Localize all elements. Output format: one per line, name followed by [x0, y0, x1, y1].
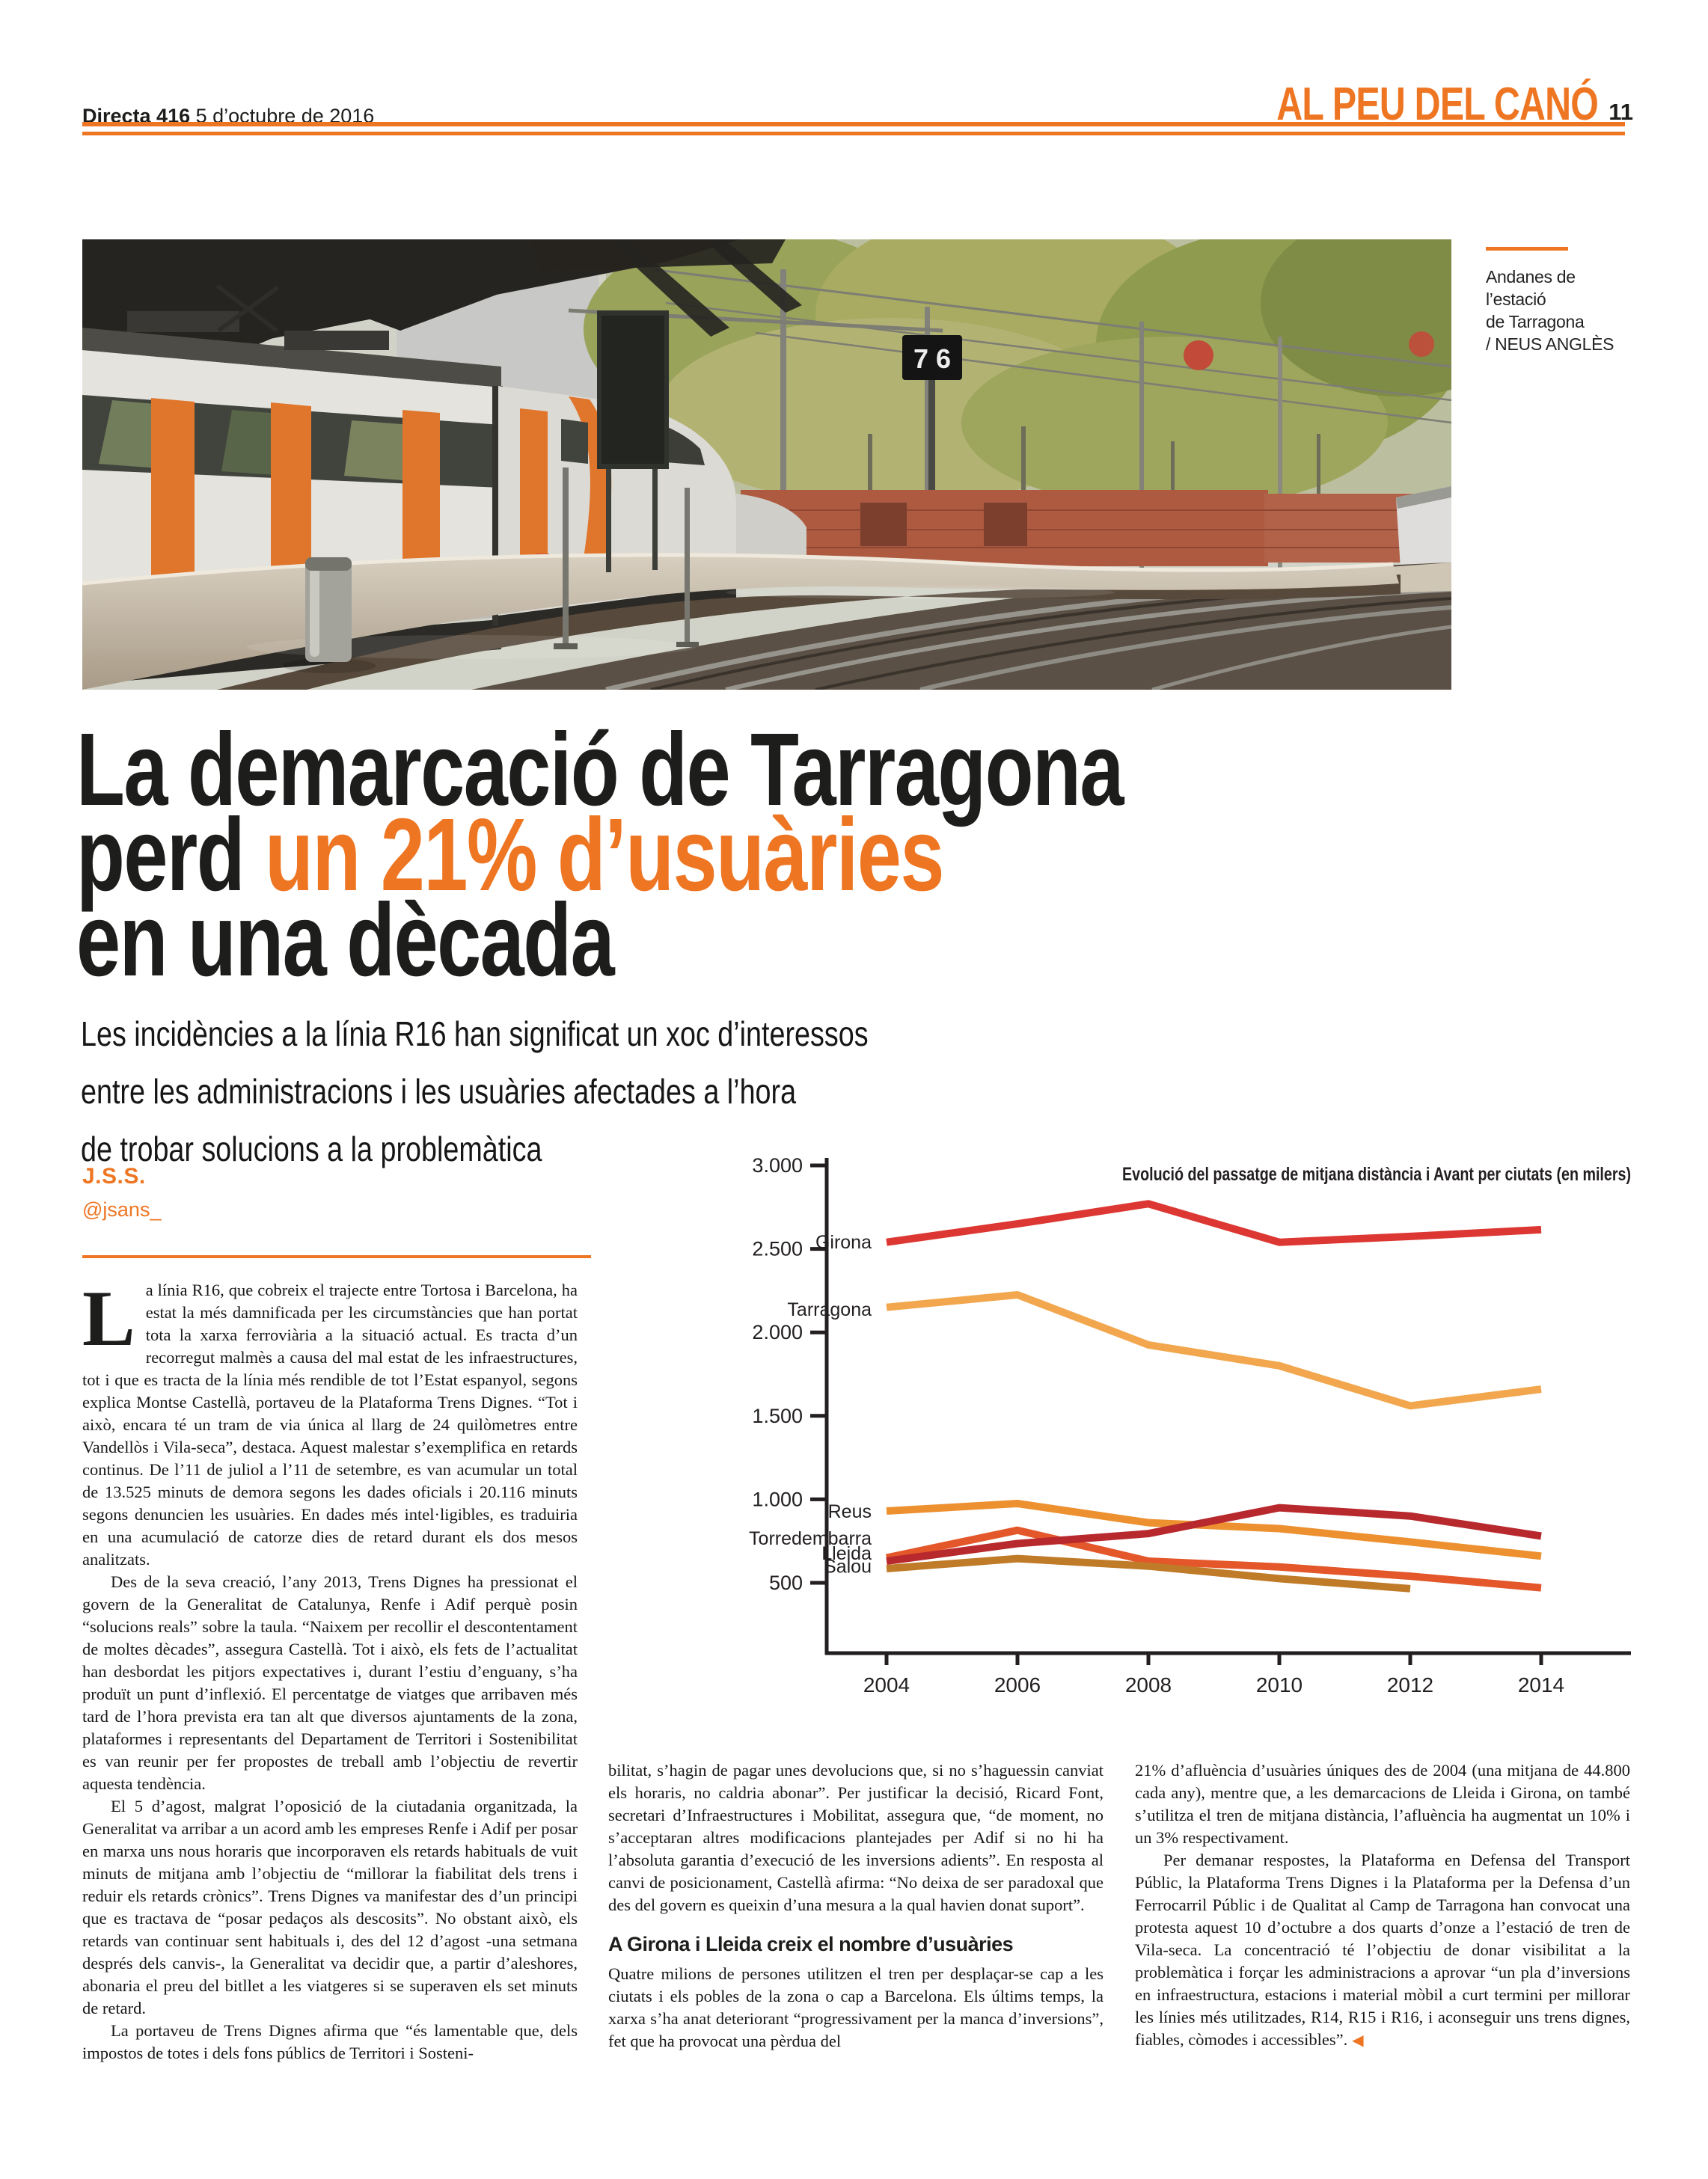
- header-rule-bottom: [82, 132, 1625, 135]
- station-photo-art: 7 6: [82, 239, 1451, 690]
- caption-rule: [1486, 247, 1568, 251]
- red-signal-disc-2: [1409, 331, 1434, 357]
- paragraph: La portaveu de Trens Dignes afirma que “…: [82, 2021, 578, 2062]
- paragraph: Quatre milions de persones utilitzen el …: [608, 1964, 1104, 2050]
- headline-line-2-black: perd: [76, 797, 266, 913]
- headline-line-1: La demarcació de Tarragona: [76, 712, 1124, 827]
- svg-text:1.000: 1.000: [752, 1488, 803, 1510]
- svg-text:3.000: 3.000: [752, 1154, 803, 1177]
- section-title: AL PEU DEL CANÓ: [1276, 79, 1599, 130]
- svg-text:500: 500: [769, 1572, 803, 1594]
- svg-text:Reus: Reus: [828, 1501, 872, 1522]
- svg-text:2010: 2010: [1256, 1673, 1303, 1697]
- section-header: AL PEU DEL CANÓ 11: [1186, 78, 1633, 131]
- platform-bollard: [283, 557, 376, 673]
- svg-text:Tarragona: Tarragona: [787, 1299, 872, 1320]
- photo-caption: Andanes de l’estació de Tarragona / NEUS…: [1486, 247, 1635, 355]
- svg-text:2012: 2012: [1387, 1673, 1433, 1697]
- paragraph-text: a línia R16, que cobreix el trajecte ent…: [82, 1281, 578, 1569]
- standfirst: Les incidències a la línia R16 han signi…: [81, 1005, 1062, 1178]
- svg-text:2008: 2008: [1125, 1673, 1172, 1697]
- info-totem: [597, 310, 669, 572]
- article-column-2: bilitat, s’hagin de pagar unes devolucio…: [608, 1759, 1104, 2053]
- svg-text:Evolució del passatge de mitja: Evolució del passatge de mitjana distànc…: [1122, 1164, 1631, 1185]
- platform-poles: [554, 468, 699, 649]
- platform-sign-text: 7 6: [913, 343, 951, 374]
- headline-line-2-accent: un 21% d’usuàries: [265, 797, 944, 913]
- byline-author: J.S.S.: [82, 1164, 146, 1189]
- red-signal-disc: [1184, 340, 1213, 370]
- paragraph: Per demanar respostes, la Plataforma en …: [1135, 1849, 1630, 2052]
- caption-line: de Tarragona: [1486, 312, 1585, 331]
- paragraph: bilitat, s’hagin de pagar unes devolucio…: [608, 1761, 1104, 1914]
- paragraph: 21% d’afluència d’usuàries úniques des d…: [1135, 1761, 1630, 1847]
- article-subhead: A Girona i Lleida creix el nombre d’usuà…: [608, 1933, 1014, 1955]
- byline-rule: [82, 1255, 591, 1258]
- svg-text:Salou: Salou: [824, 1557, 872, 1578]
- headline-line-2: perd un 21% d’usuàries: [76, 803, 1459, 907]
- page-number: 11: [1608, 99, 1633, 125]
- passenger-chart: Evolució del passatge de mitjana distànc…: [748, 1150, 1633, 1735]
- brick-wall: [741, 490, 1451, 566]
- svg-text:Girona: Girona: [815, 1232, 872, 1253]
- article-endmark-icon: ◀: [1352, 2032, 1364, 2049]
- byline: J.S.S. @jsans_: [82, 1164, 161, 1222]
- svg-text:2004: 2004: [863, 1673, 910, 1697]
- dropcap: L: [82, 1275, 135, 1362]
- platform-sign: 7 6: [902, 335, 962, 571]
- paragraph: Des de la seva creació, l’any 2013, Tren…: [82, 1572, 578, 1793]
- headline: La demarcació de Tarragona perd un 21% d…: [76, 712, 1459, 998]
- svg-text:2006: 2006: [994, 1673, 1041, 1697]
- catenary: [568, 268, 1451, 580]
- paragraph-text: Per demanar respostes, la Plataforma en …: [1135, 1851, 1630, 2049]
- photo-credit: / NEUS ANGLÈS: [1486, 334, 1614, 354]
- svg-text:1.500: 1.500: [752, 1405, 803, 1427]
- svg-text:Torredembarra: Torredembarra: [749, 1528, 872, 1549]
- standfirst-line: Les incidències a la línia R16 han signi…: [81, 1014, 869, 1053]
- standfirst-line: de trobar solucions a la problemàtica: [81, 1130, 542, 1168]
- svg-text:2.000: 2.000: [752, 1321, 803, 1343]
- station-canopy: [82, 239, 802, 376]
- trees: [584, 239, 1451, 561]
- svg-text:2.500: 2.500: [752, 1238, 803, 1260]
- byline-handle: @jsans_: [82, 1198, 162, 1221]
- paragraph: El 5 d’agost, malgrat l’oposició de la c…: [82, 1797, 578, 2017]
- header-rule-top: [82, 122, 1625, 126]
- article-column-3: 21% d’afluència d’usuàries úniques des d…: [1135, 1759, 1630, 2052]
- passenger-chart-svg: Evolució del passatge de mitjana distànc…: [749, 1154, 1631, 1697]
- headline-line-3: en una dècada: [76, 883, 615, 998]
- station-photo: 7 6: [82, 239, 1451, 690]
- standfirst-line: entre les administracions i les usuàries…: [81, 1072, 797, 1111]
- svg-text:2014: 2014: [1518, 1673, 1564, 1697]
- svg-text:Lleida: Lleida: [821, 1543, 872, 1564]
- caption-line: Andanes de l’estació: [1486, 267, 1576, 309]
